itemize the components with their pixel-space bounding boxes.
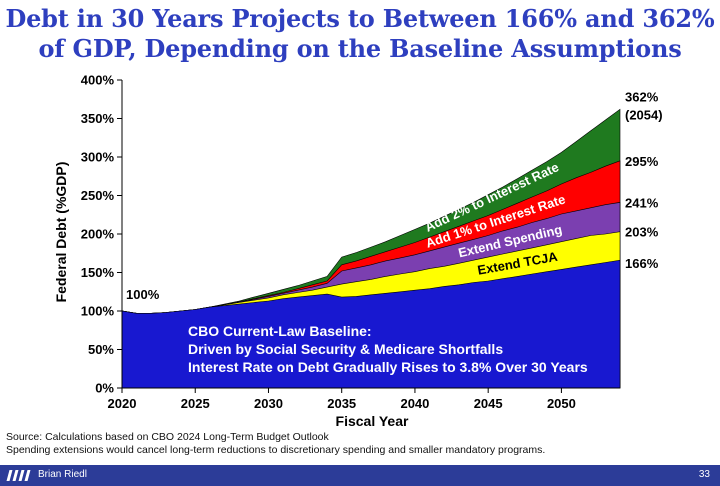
x-tick-label: 2050 [547, 396, 576, 411]
y-tick-label: 50% [88, 342, 114, 357]
end-label-241: 241% [625, 195, 659, 210]
y-tick-label: 0% [95, 381, 114, 396]
x-tick-label: 2040 [400, 396, 429, 411]
logo-icon [6, 470, 32, 481]
baseline-note-line-3: Interest Rate on Debt Gradually Rises to… [188, 359, 588, 375]
baseline-note-line-2: Driven by Social Security & Medicare Sho… [188, 341, 504, 357]
gridlines [117, 79, 562, 393]
y-tick-label: 200% [81, 227, 115, 242]
end-label-166: 166% [625, 256, 659, 271]
footer-bar: Brian Riedl 33 [0, 465, 720, 486]
start-label: 100% [126, 287, 160, 302]
y-tick-label: 350% [81, 111, 115, 126]
chart-title-line-2: of GDP, Depending on the Baseline Assump… [38, 34, 682, 63]
area-cbo-current-law-baseline [121, 259, 621, 389]
y-tick-label: 250% [81, 188, 115, 203]
stacked-areas [121, 108, 621, 389]
end-label-295: 295% [625, 154, 659, 169]
source-line-1: Source: Calculations based on CBO 2024 L… [6, 431, 329, 443]
end-label-362: 362% [625, 89, 659, 104]
y-tick-label: 150% [81, 265, 115, 280]
baseline-note: CBO Current-Law Baseline: Driven by Soci… [188, 322, 628, 376]
source-line-2: Spending extensions would cancel long-te… [6, 444, 546, 456]
x-tick-label: 2025 [181, 396, 210, 411]
debt-projection-chart: 0% 50% 100% 150% 200% 250% 300% 350% 400% 2020 202… [81, 73, 663, 412]
axes [121, 80, 620, 389]
y-tick-label: 300% [81, 150, 115, 165]
x-tick-label: 2030 [254, 396, 283, 411]
y-tick-label: 100% [81, 304, 115, 319]
x-tick-label: 2045 [474, 396, 503, 411]
y-axis-title: Federal Debt (%GDP) [53, 161, 69, 303]
chart-title: Debt in 30 Years Projects to Between 166… [0, 4, 720, 64]
end-label-2054: (2054) [625, 107, 663, 122]
y-tick-label: 400% [81, 73, 115, 88]
x-tick-label: 2020 [108, 396, 137, 411]
x-axis-title: Fiscal Year [335, 413, 409, 429]
x-tick-label: 2035 [327, 396, 356, 411]
end-label-203: 203% [625, 225, 659, 240]
source-note: Source: Calculations based on CBO 2024 L… [6, 431, 545, 457]
footer-author: Brian Riedl [38, 469, 87, 480]
baseline-note-line-1: CBO Current-Law Baseline: [188, 323, 372, 339]
chart-title-line-1: Debt in 30 Years Projects to Between 166… [5, 4, 715, 33]
page-number: 33 [698, 469, 710, 480]
